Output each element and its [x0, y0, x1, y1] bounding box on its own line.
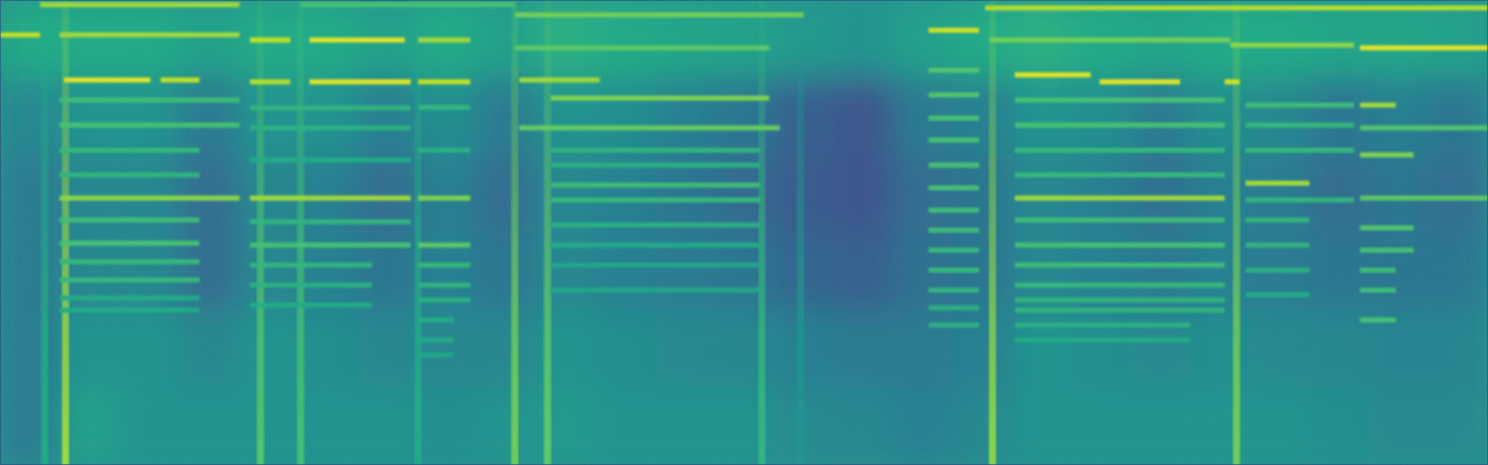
- plot-area: [0, 0, 1488, 465]
- spectrogram: [0, 0, 1488, 465]
- frame: [1, 1, 1488, 465]
- cells: [0, 0, 1488, 465]
- chart-root: [0, 0, 1488, 465]
- texture: [0, 0, 1488, 465]
